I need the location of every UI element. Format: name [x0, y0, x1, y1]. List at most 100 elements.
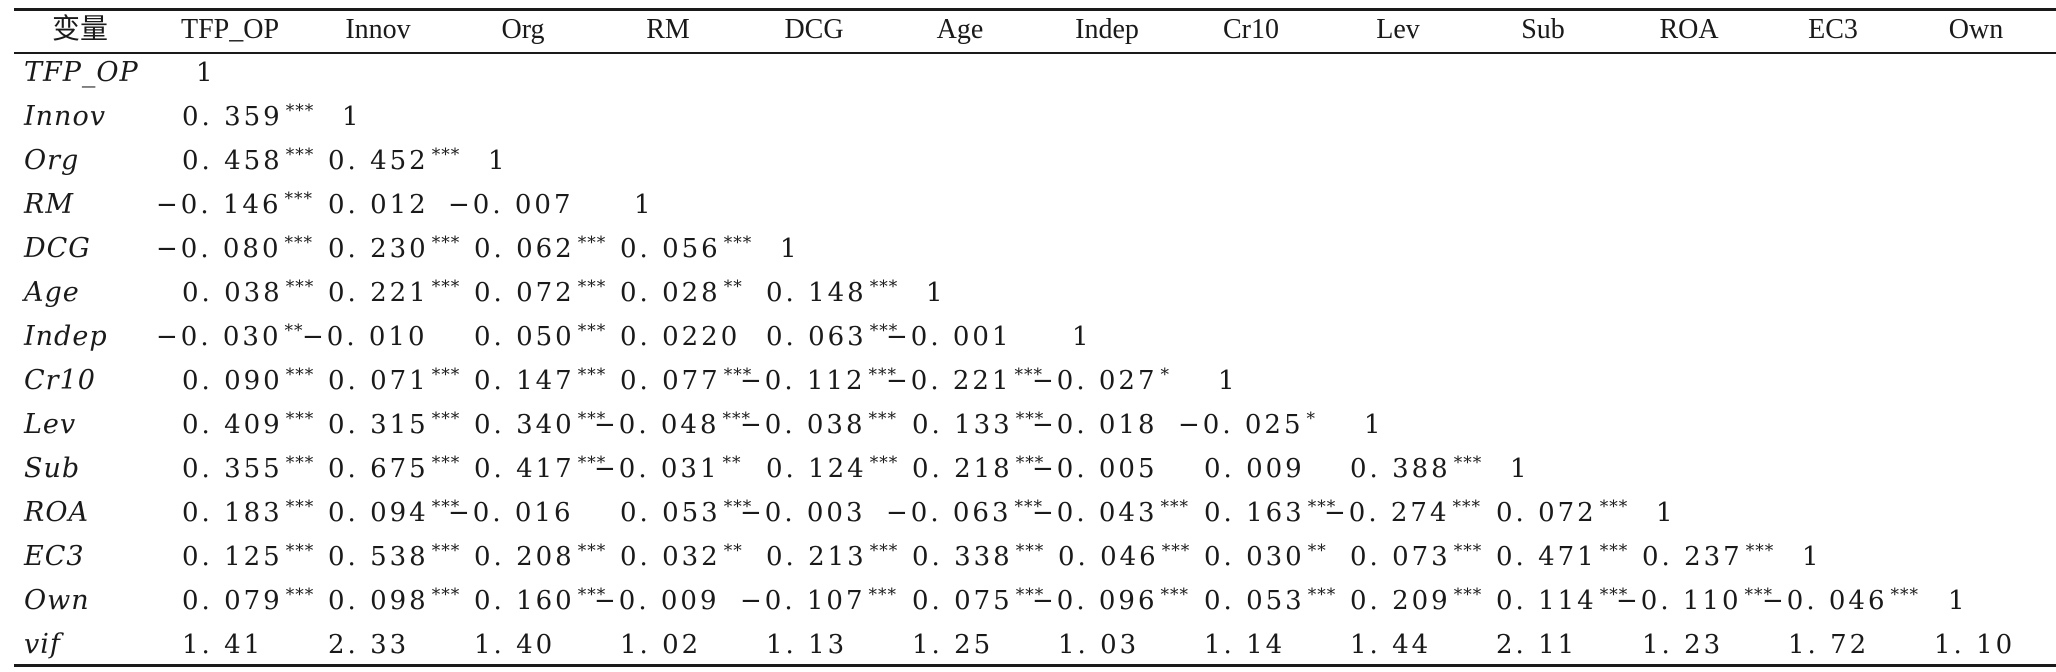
significance-stars: ** [722, 453, 742, 473]
cell-value: 1 [196, 58, 216, 88]
significance-stars: *** [869, 541, 899, 561]
cell-value: 1 [342, 102, 362, 132]
table-cell: −0. 018 [1032, 410, 1157, 440]
significance-stars: *** [1599, 497, 1629, 517]
significance-stars: *** [1307, 585, 1337, 605]
table-cell: −0. 063 *** [886, 497, 1043, 531]
significance-stars: *** [1014, 497, 1043, 517]
table-cell: 0. 458 *** [182, 145, 314, 179]
table-cell: 0. 077 *** [620, 365, 753, 399]
cell-value: 1. 14 [1204, 630, 1286, 660]
cell-value: 0. 077 [620, 366, 721, 396]
table-cell: 0. 237 *** [1642, 541, 1774, 575]
table-cell: −0. 048 *** [594, 409, 751, 443]
significance-stars: ** [1307, 541, 1327, 561]
significance-stars: *** [285, 409, 315, 429]
significance-stars: *** [722, 409, 751, 429]
cell-value: 0. 458 [182, 146, 283, 176]
table-cell: 1. 44 [1350, 630, 1431, 660]
table-cell: −0. 112 *** [740, 365, 897, 399]
cell-value: 0. 056 [620, 234, 721, 264]
significance-stars: *** [284, 189, 313, 209]
table-cell: −0. 025 * [1178, 409, 1316, 443]
table-cell: 0. 230 *** [328, 233, 460, 267]
significance-stars: *** [431, 541, 461, 561]
table-cell: 1 [926, 278, 946, 308]
table-cell: 0. 079 *** [182, 585, 315, 619]
cell-value: 0. 338 [912, 542, 1013, 572]
significance-stars: *** [1890, 585, 1919, 605]
table-cell: 0. 160 *** [474, 585, 606, 619]
cell-value: 0. 053 [1204, 586, 1305, 616]
cell-value: 0. 124 [766, 454, 867, 484]
significance-stars: *** [723, 365, 753, 385]
table-cell: 0. 056 *** [620, 233, 752, 267]
table-cell: 0. 355 *** [182, 453, 314, 487]
table-cell: 1 [1656, 498, 1676, 528]
row-label: DCG [24, 233, 91, 264]
cell-value: 1 [1072, 322, 1092, 352]
cell-value: −0. 018 [1032, 410, 1158, 440]
column-header: EC3 [1808, 14, 1858, 45]
table-cell: −0. 010 [302, 322, 427, 352]
row-label: Own [24, 585, 90, 616]
column-header: Age [936, 14, 984, 45]
table-cell: 0. 209 *** [1350, 585, 1482, 619]
table-cell: −0. 001 [886, 322, 1011, 352]
table-cell: 0. 124 *** [766, 453, 898, 487]
table-cell: 0. 163 *** [1204, 497, 1336, 531]
table-cell: 0. 675 *** [328, 453, 460, 487]
table-cell: 1 [342, 102, 362, 132]
cell-value: −0. 003 [740, 498, 866, 528]
cell-value: 1 [634, 190, 654, 220]
table-cell: −0. 043 *** [1032, 497, 1189, 531]
cell-value: 0. 208 [474, 542, 575, 572]
significance-stars: *** [1599, 541, 1629, 561]
cell-value: 0. 030 [1204, 542, 1305, 572]
cell-value: −0. 046 [1762, 586, 1888, 616]
row-label: Indep [24, 321, 108, 352]
table-cell: −0. 007 [448, 190, 573, 220]
table-cell: 0. 053 *** [620, 497, 752, 531]
table-cell: 2. 33 [328, 630, 409, 660]
table-cell: 1. 25 [912, 630, 993, 660]
table-cell: −0. 027 * [1032, 365, 1170, 399]
cell-value: −0. 038 [740, 410, 866, 440]
table-cell: 0. 050 *** [474, 321, 606, 355]
cell-value: 0. 355 [182, 454, 283, 484]
cell-value: −0. 080 [156, 234, 282, 264]
cell-value: 0. 237 [1642, 542, 1743, 572]
cell-value: 2. 33 [328, 630, 410, 660]
significance-stars: ** [723, 541, 743, 561]
column-header: RM [646, 14, 690, 45]
cell-value: 0. 046 [1058, 542, 1159, 572]
significance-stars: *** [577, 409, 607, 429]
table-cell: 1 [1218, 366, 1238, 396]
table-cell: 1. 03 [1058, 630, 1139, 660]
table-cell: 0. 071 *** [328, 365, 460, 399]
table-cell: 0. 471 *** [1496, 541, 1629, 575]
cell-value: 0. 209 [1350, 586, 1451, 616]
cell-value: 0. 388 [1350, 454, 1451, 484]
table-cell: 0. 340 *** [474, 409, 607, 443]
row-label: TFP_OP [24, 57, 139, 88]
table-cell: 1 [780, 234, 800, 264]
significance-stars: *** [868, 585, 897, 605]
table-cell: 0. 417 *** [474, 453, 606, 487]
significance-stars: *** [285, 585, 315, 605]
cell-value: 0. 221 [328, 278, 429, 308]
table-cell: 0. 114 *** [1496, 585, 1628, 619]
table-cell: −0. 046 *** [1762, 585, 1919, 619]
row-label: EC3 [24, 541, 85, 572]
table-cell: 1 [196, 58, 216, 88]
row-label: Innov [24, 101, 106, 132]
table-cell: −0. 107 *** [740, 585, 897, 619]
table-cell: 0. 094 *** [328, 497, 460, 531]
cell-value: 0. 675 [328, 454, 429, 484]
table-cell: 0. 359 *** [182, 101, 314, 135]
significance-stars: *** [577, 233, 607, 253]
cell-value: 0. 183 [182, 498, 283, 528]
cell-value: 0. 160 [474, 586, 575, 616]
cell-value: 0. 452 [328, 146, 429, 176]
cell-value: 0. 213 [766, 542, 867, 572]
